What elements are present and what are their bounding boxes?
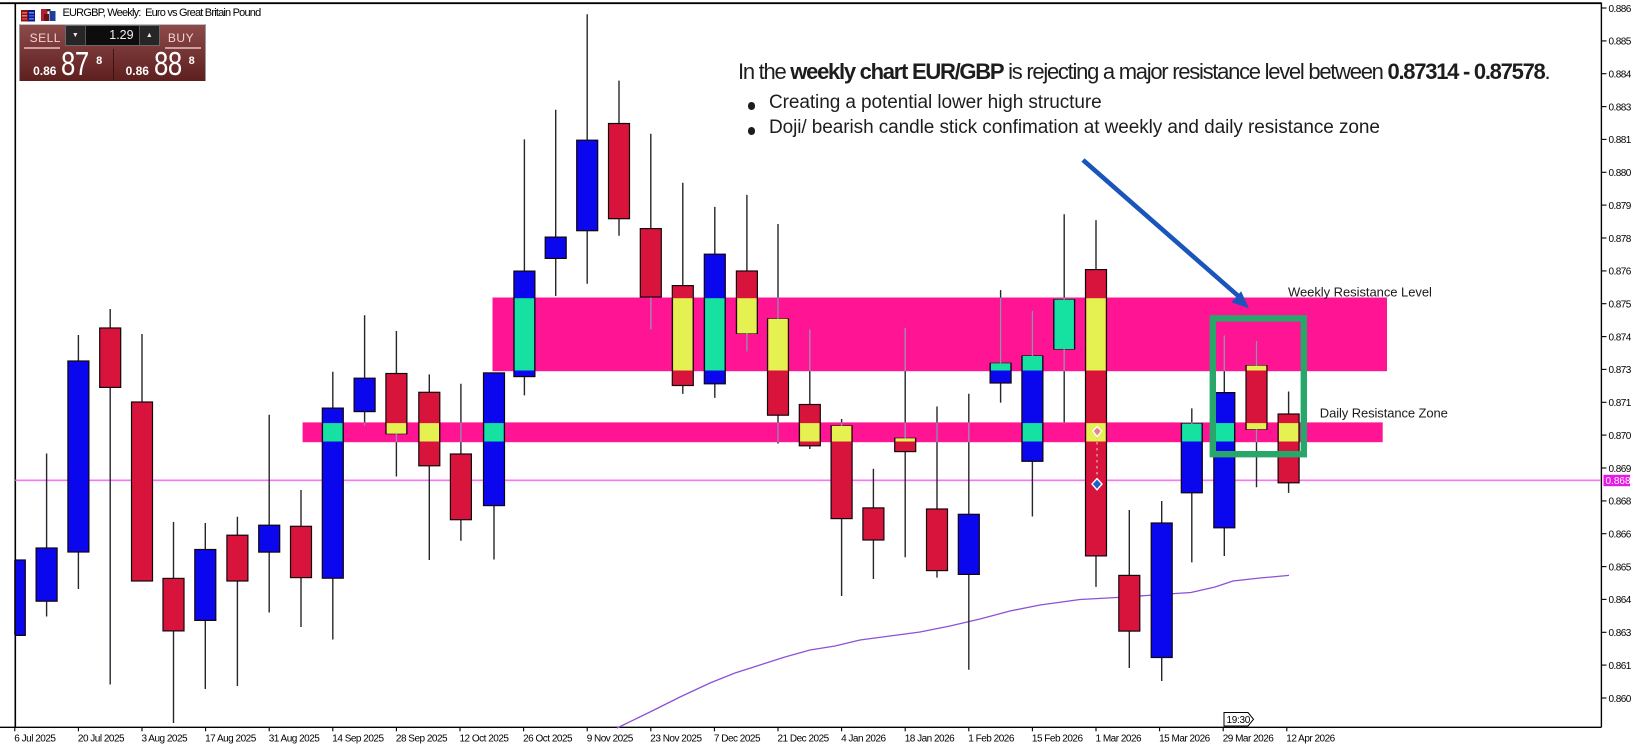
svg-text:21 Dec 2025: 21 Dec 2025 (778, 734, 830, 745)
svg-text:0.860: 0.860 (1609, 694, 1632, 705)
svg-text:7 Dec 2025: 7 Dec 2025 (714, 734, 761, 745)
svg-text:26 Oct 2025: 26 Oct 2025 (523, 734, 573, 745)
svg-text:0.885: 0.885 (1609, 37, 1632, 48)
svg-text:9 Nov 2025: 9 Nov 2025 (587, 734, 634, 745)
svg-text:0.876: 0.876 (1609, 267, 1632, 278)
svg-text:0.868: 0.868 (1606, 476, 1631, 487)
svg-text:15 Feb 2026: 15 Feb 2026 (1032, 734, 1084, 745)
svg-text:0.870: 0.870 (1609, 431, 1632, 442)
svg-text:18 Jan 2026: 18 Jan 2026 (905, 734, 955, 745)
svg-text:17 Aug 2025: 17 Aug 2025 (205, 734, 257, 745)
svg-text:0.878: 0.878 (1609, 234, 1632, 245)
svg-text:23 Nov 2025: 23 Nov 2025 (650, 734, 702, 745)
svg-text:0.875: 0.875 (1609, 300, 1632, 311)
svg-text:19:30: 19:30 (1227, 715, 1251, 726)
svg-text:0.863: 0.863 (1609, 628, 1632, 639)
svg-text:0.884: 0.884 (1609, 70, 1632, 81)
svg-text:15 Mar 2026: 15 Mar 2026 (1159, 734, 1211, 745)
svg-text:12 Apr 2026: 12 Apr 2026 (1286, 734, 1335, 745)
svg-text:0.861: 0.861 (1609, 661, 1632, 672)
svg-text:0.886: 0.886 (1609, 4, 1632, 15)
svg-text:3 Aug 2025: 3 Aug 2025 (142, 734, 189, 745)
svg-text:1 Mar 2026: 1 Mar 2026 (1096, 734, 1143, 745)
svg-text:28 Sep 2025: 28 Sep 2025 (396, 734, 448, 745)
svg-text:0.869: 0.869 (1609, 464, 1632, 475)
svg-text:14 Sep 2025: 14 Sep 2025 (332, 734, 384, 745)
svg-text:0.883: 0.883 (1609, 102, 1632, 113)
svg-text:4 Jan 2026: 4 Jan 2026 (841, 734, 886, 745)
svg-text:20 Jul 2025: 20 Jul 2025 (78, 734, 125, 745)
svg-text:0.874: 0.874 (1609, 332, 1632, 343)
svg-text:0.881: 0.881 (1609, 135, 1632, 146)
svg-text:0.871: 0.871 (1609, 398, 1632, 409)
svg-text:0.879: 0.879 (1609, 201, 1632, 212)
svg-text:0.880: 0.880 (1609, 168, 1632, 179)
svg-text:0.864: 0.864 (1609, 595, 1632, 606)
svg-text:Daily Resistance Zone: Daily Resistance Zone (1320, 406, 1448, 421)
svg-text:Weekly Resistance Level: Weekly Resistance Level (1288, 285, 1432, 300)
svg-text:0.866: 0.866 (1609, 530, 1632, 541)
svg-text:6 Jul 2025: 6 Jul 2025 (14, 734, 56, 745)
svg-text:1 Feb 2026: 1 Feb 2026 (968, 734, 1015, 745)
svg-text:0.868: 0.868 (1609, 497, 1632, 508)
svg-text:0.865: 0.865 (1609, 562, 1632, 573)
svg-text:12 Oct 2025: 12 Oct 2025 (460, 734, 510, 745)
svg-text:29 Mar 2026: 29 Mar 2026 (1223, 734, 1275, 745)
svg-text:0.873: 0.873 (1609, 365, 1632, 376)
svg-text:31 Aug 2025: 31 Aug 2025 (269, 734, 321, 745)
